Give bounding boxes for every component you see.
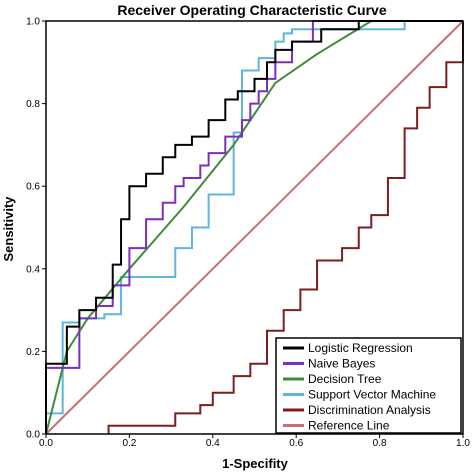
x-tick-label: 0.6: [289, 438, 303, 449]
legend-entry: Logistic Regression: [308, 341, 413, 355]
x-tick-label: 0.0: [39, 438, 53, 449]
series-line-decision-tree: [45, 20, 463, 435]
x-tick-label: 0.8: [373, 438, 387, 449]
y-tick-label: 0.0: [26, 430, 40, 441]
series-line-logistic-regression: [45, 20, 463, 434]
y-tick-label: 0.2: [26, 347, 40, 358]
legend-box: [275, 337, 462, 434]
x-axis-label: 1-Specifity: [222, 456, 289, 471]
legend-entry: Discrimination Analysis: [308, 403, 431, 417]
series-line-reference-line: [45, 20, 464, 435]
y-tick-label: 0.8: [26, 99, 40, 110]
x-tick-label: 0.4: [206, 438, 220, 449]
y-tick-label: 1.0: [26, 17, 40, 28]
x-tick-label: 1.0: [456, 438, 470, 449]
plot-frame: [45, 20, 464, 435]
y-tick-label: 0.4: [26, 264, 40, 275]
legend-entry: Naive Bayes: [308, 357, 375, 371]
x-tick-label: 0.2: [122, 438, 136, 449]
plot-area: 0.0 0.2 0.4 0.6 0.8 1.0 0.0 0.2 0.4 0.6 0.8 1.0: [26, 17, 470, 450]
series-line-naive-bayes: [45, 20, 463, 434]
chart-title: Receiver Operating Characteristic Curve: [117, 2, 386, 18]
series-line-discrimination-analysis: [107, 21, 464, 434]
y-axis-label: Sensitivity: [1, 196, 16, 262]
y-tick-label: 0.6: [26, 182, 40, 193]
legend-entry: Reference Line: [308, 419, 390, 433]
legend-entry: Support Vector Machine: [308, 388, 436, 402]
legend-entry: Decision Tree: [308, 372, 382, 386]
